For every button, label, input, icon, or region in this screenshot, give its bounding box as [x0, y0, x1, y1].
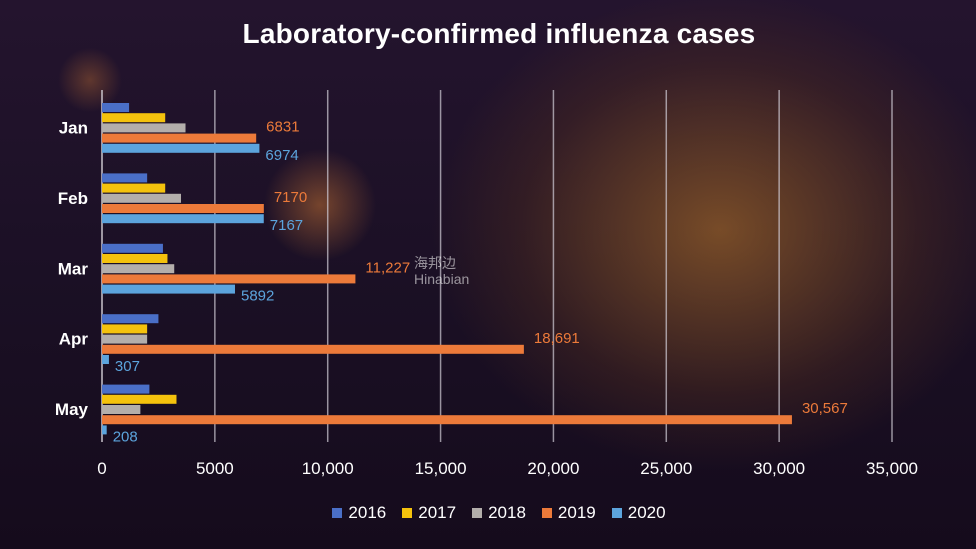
data-label: 5892	[241, 288, 274, 305]
data-label: 18,691	[534, 330, 580, 347]
legend-item: 2018	[472, 503, 526, 523]
watermark-line2: Hinabian	[414, 271, 470, 287]
bar	[102, 324, 148, 334]
legend-swatch	[611, 508, 622, 518]
legend-label: 2020	[627, 503, 666, 522]
bar	[102, 274, 356, 284]
x-tick-label: 35,000	[866, 459, 918, 478]
bar	[102, 204, 264, 213]
bar	[102, 355, 109, 364]
bar	[102, 394, 177, 404]
legend-label: 2017	[418, 503, 457, 522]
legend-label: 2019	[557, 503, 596, 522]
data-label: 11,227	[365, 259, 410, 276]
bar	[102, 264, 175, 274]
legend-label: 2016	[348, 503, 387, 522]
legend-label: 2018	[488, 503, 526, 522]
bar	[102, 284, 235, 294]
bar	[102, 243, 163, 253]
bar	[102, 314, 159, 324]
category-label: Apr	[59, 330, 89, 349]
data-label: 7170	[274, 189, 307, 206]
chart-title: Laboratory-confirmed influenza cases	[242, 18, 756, 49]
data-label: 7167	[270, 217, 303, 234]
legend-item: 2020	[611, 503, 666, 523]
category-label: Feb	[58, 189, 88, 208]
legend-item: 2019	[541, 503, 596, 523]
bar	[102, 344, 524, 354]
bar	[102, 425, 107, 435]
bars	[102, 103, 792, 435]
category-label: Mar	[58, 259, 89, 278]
x-tick-label: 30,000	[753, 459, 805, 478]
bar	[102, 384, 150, 394]
bar	[102, 103, 130, 112]
bar	[102, 334, 148, 344]
bar	[102, 183, 166, 193]
watermark-line1: 海邦边	[414, 255, 456, 271]
bar	[102, 415, 792, 425]
labels: 0 5000 10,000 15,000 20,000 25,000 30,000 35,00…	[55, 119, 918, 479]
legend-item: 2016	[332, 503, 386, 523]
x-tick-label: 25,000	[640, 459, 692, 478]
data-label: 30,567	[802, 400, 848, 417]
watermark: 海邦边 Hinabian	[414, 255, 469, 287]
data-label: 6974	[265, 147, 298, 164]
bar	[102, 133, 257, 143]
legend-swatch	[541, 508, 552, 518]
x-tick-label: 0	[97, 459, 106, 478]
grid-lines	[101, 90, 893, 442]
x-tick-label: 20,000	[527, 459, 579, 478]
legend-swatch	[332, 508, 343, 518]
bar	[102, 193, 181, 203]
legend-item: 2017	[402, 503, 456, 523]
bar	[102, 254, 168, 263]
data-label: 6831	[266, 119, 299, 136]
x-tick-label: 5000	[196, 459, 234, 478]
data-label: 307	[115, 358, 140, 375]
x-tick-label: 10,000	[302, 459, 354, 478]
bar	[102, 214, 264, 224]
bar	[102, 405, 141, 414]
legend-swatch	[472, 508, 483, 518]
bar	[102, 173, 148, 183]
category-label: Jan	[59, 119, 88, 138]
bar	[102, 143, 260, 153]
bar	[102, 123, 186, 133]
data-label: 208	[113, 428, 138, 445]
legend-swatch	[402, 508, 413, 518]
category-label: May	[55, 400, 89, 419]
x-tick-label: 15,000	[415, 459, 467, 478]
bar	[102, 113, 166, 123]
legend: 2016 2017 2018 2019 2020	[0, 503, 976, 523]
